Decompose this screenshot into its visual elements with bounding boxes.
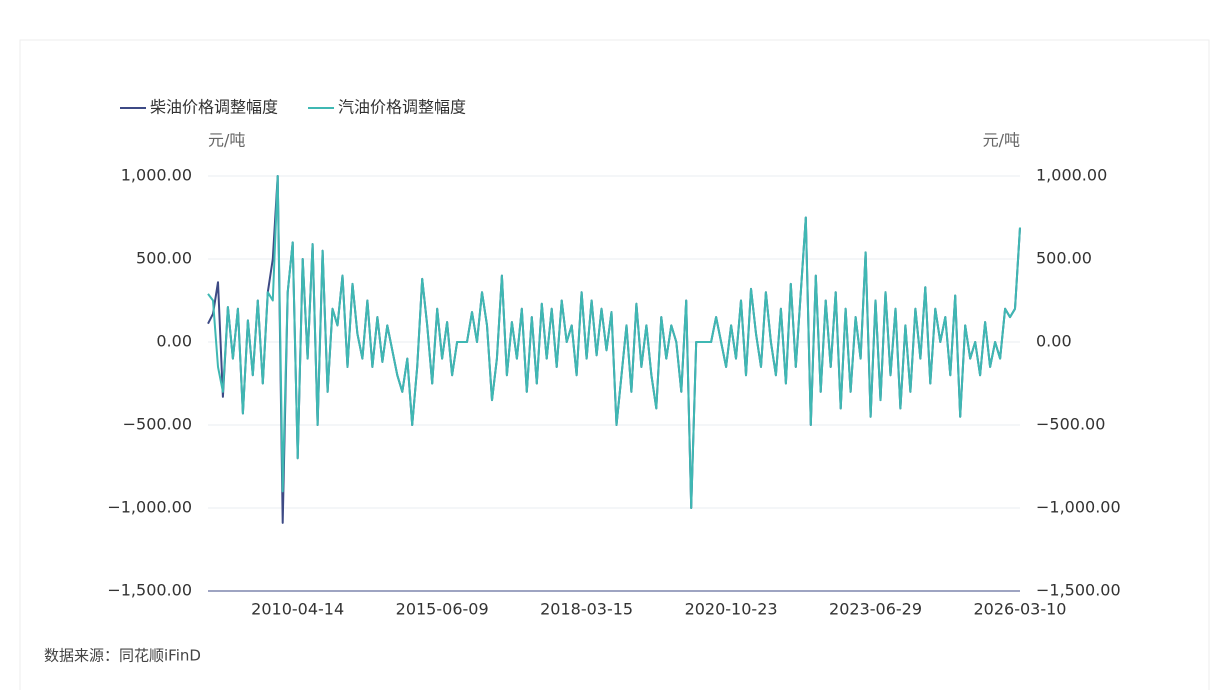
y2-tick-label: 0.00: [1036, 332, 1072, 351]
y-unit: 元/吨: [208, 131, 245, 150]
y2-tick-label: 500.00: [1036, 249, 1092, 268]
y2-unit: 元/吨: [983, 131, 1020, 150]
y2-tick-label: −1,500.00: [1036, 581, 1121, 600]
y2-tick-label: −500.00: [1036, 415, 1105, 434]
x-tick-label: 2026-03-10: [974, 600, 1067, 619]
y-tick-label: −1,500.00: [107, 581, 192, 600]
y-tick-label: −1,000.00: [107, 498, 192, 517]
legend-label: 汽油价格调整幅度: [338, 98, 466, 117]
y-tick-label: −500.00: [123, 415, 192, 434]
legend-label: 柴油价格调整幅度: [150, 98, 278, 117]
y2-tick-label: −1,000.00: [1036, 498, 1121, 517]
x-tick-label: 2010-04-14: [251, 600, 344, 619]
series-line: [207, 175, 1021, 509]
x-tick-label: 2015-06-09: [396, 600, 489, 619]
y-tick-label: 0.00: [156, 332, 192, 351]
x-tick-label: 2020-10-23: [685, 600, 778, 619]
x-tick-label: 2023-06-29: [829, 600, 922, 619]
x-tick-label: 2018-03-15: [540, 600, 633, 619]
y-tick-label: 1,000.00: [121, 166, 192, 185]
y-tick-label: 500.00: [136, 249, 192, 268]
source: 数据来源：同花顺iFinD: [44, 647, 201, 665]
y2-tick-label: 1,000.00: [1036, 166, 1107, 185]
